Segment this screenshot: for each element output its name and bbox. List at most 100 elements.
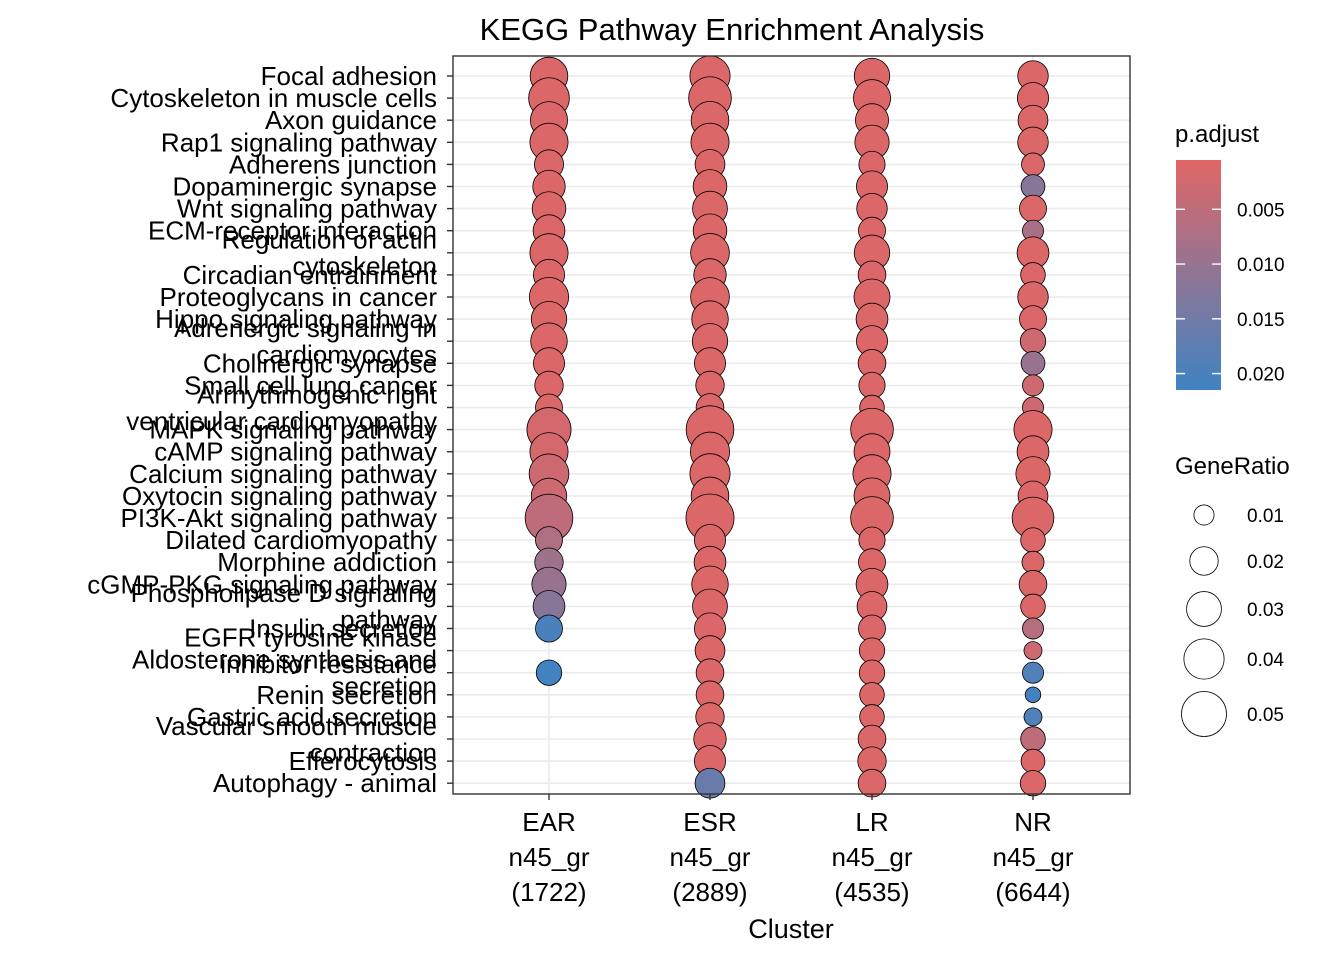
- data-point: [857, 768, 887, 798]
- y-tick-label: Focal adhesion: [261, 61, 437, 91]
- x-tick-label: ESR n45_gr (2889): [670, 807, 751, 907]
- size-legend-circle: [1193, 504, 1215, 526]
- y-tick-label-line: secretion: [332, 671, 438, 701]
- size-legend-label: 0.03: [1247, 600, 1284, 621]
- data-point: [1019, 194, 1047, 223]
- y-tick-label: Adrenergic signaling in cardiomyocytes: [174, 313, 437, 370]
- data-point: [858, 637, 886, 664]
- x-tick-label-line: n45_gr: [670, 842, 751, 872]
- y-tick-label-line: Regulation of actin: [222, 225, 437, 255]
- x-axis-title: Cluster: [748, 914, 834, 944]
- chart-title: KEGG Pathway Enrichment Analysis: [480, 12, 985, 47]
- y-tick-label-line: Proteoglycans in cancer: [160, 282, 438, 312]
- x-tick-label-line: NR: [1014, 807, 1052, 837]
- y-tick-label: Insulin secretion: [249, 614, 437, 644]
- y-tick-label-line: Morphine addiction: [217, 547, 437, 577]
- y-tick-label-line: Dopaminergic synapse: [173, 172, 437, 202]
- x-tick-label-line: n45_gr: [832, 842, 913, 872]
- y-tick-label-line: Axon guidance: [265, 105, 437, 135]
- y-tick-label-line: cGMP-PKG signaling pathway: [87, 569, 437, 599]
- colorbar-tick-label: 0.010: [1237, 255, 1285, 276]
- y-tick-label: Proteoglycans in cancer: [160, 282, 438, 312]
- y-tick-label-line: Insulin secretion: [249, 614, 437, 644]
- y-tick-label-line: cAMP signaling pathway: [154, 437, 437, 467]
- y-tick-label: Oxytocin signaling pathway: [122, 481, 437, 511]
- y-tick-label: Phospholipase D signaling pathway: [131, 578, 437, 635]
- x-tick-label: NR n45_gr (6644): [993, 807, 1074, 907]
- x-axis: EAR n45_gr (1722) ESR n45_gr (2889) LR n45_gr (4…: [509, 794, 1074, 907]
- x-tick-label-line: (2889): [672, 877, 747, 907]
- y-tick-label: cGMP-PKG signaling pathway: [87, 569, 437, 599]
- y-tick-label-line: Renin secretion: [256, 680, 437, 710]
- data-point: [1024, 686, 1042, 703]
- y-tick-label: Efferocytosis: [289, 746, 437, 776]
- y-tick-label-line: Cholinergic synapse: [203, 348, 437, 378]
- y-tick-label-line: cytoskeleton: [292, 251, 437, 281]
- y-tick-label: Vascular smooth muscle contraction: [156, 711, 437, 768]
- y-tick-label-line: Gastric acid secretion: [187, 702, 437, 732]
- data-points: [524, 55, 1055, 799]
- data-point: [535, 659, 563, 686]
- y-tick-label-line: inhibitor resistance: [220, 649, 437, 679]
- colorbar-tick-label: 0.015: [1237, 310, 1285, 331]
- y-tick-label: Dopaminergic synapse: [173, 172, 437, 202]
- y-tick-label-line: Calcium signaling pathway: [129, 459, 437, 489]
- colorbar-tick-label: 0.020: [1237, 365, 1285, 386]
- y-tick-label-line: PI3K-Akt signaling pathway: [120, 503, 437, 533]
- y-tick-label-line: EGFR tyrosine kinase: [184, 622, 437, 652]
- x-tick-label: LR n45_gr (4535): [832, 807, 913, 907]
- y-tick-label-line: Vascular smooth muscle: [156, 711, 437, 741]
- data-point: [1020, 726, 1046, 752]
- y-tick-label: Renin secretion: [256, 680, 437, 710]
- x-tick-label-line: (4535): [834, 877, 909, 907]
- data-point: [1021, 152, 1045, 177]
- y-tick-label: Autophagy - animal: [213, 768, 437, 798]
- y-tick-label-line: Rap1 signaling pathway: [161, 127, 437, 157]
- data-point: [1022, 374, 1044, 397]
- y-tick-label-line: Adherens junction: [229, 149, 437, 179]
- y-tick-label-line: MAPK signaling pathway: [149, 415, 437, 445]
- data-point: [535, 614, 563, 643]
- y-tick-label: EGFR tyrosine kinase inhibitor resistance: [184, 622, 437, 679]
- x-tick-label-line: ESR: [683, 807, 736, 837]
- y-tick-label: Axon guidance: [265, 105, 437, 135]
- data-point: [858, 659, 886, 686]
- x-tick-label-line: (6644): [995, 877, 1070, 907]
- data-point: [1019, 770, 1047, 797]
- data-point: [858, 371, 886, 399]
- y-tick-label: Gastric acid secretion: [187, 702, 437, 732]
- y-tick-label-line: Aldosterone synthesis and: [132, 644, 437, 674]
- y-tick-label-line: ECM-receptor interaction: [148, 216, 437, 246]
- y-tick-label-line: Wnt signaling pathway: [177, 194, 437, 224]
- y-tick-label: Calcium signaling pathway: [129, 459, 437, 489]
- size-legend-circle: [1181, 691, 1227, 737]
- y-tick-label: Hippo signaling pathway: [155, 304, 437, 334]
- y-tick-label-line: Cytoskeleton in muscle cells: [110, 83, 437, 113]
- size-legend-label: 0.02: [1247, 552, 1284, 573]
- data-point: [1020, 527, 1046, 553]
- gene-ratio-legend-title: GeneRatio: [1175, 453, 1290, 480]
- y-tick-label-line: Oxytocin signaling pathway: [122, 481, 437, 511]
- x-tick-label-line: n45_gr: [993, 842, 1074, 872]
- y-tick-label-line: ventricular cardiomyopathy: [126, 406, 437, 436]
- y-tick-label: Arrhythmogenic right ventricular cardiomy…: [126, 379, 437, 436]
- y-tick-label: Circadian entrainment: [183, 260, 438, 290]
- y-tick-label: Aldosterone synthesis and secretion: [132, 644, 437, 701]
- data-point: [859, 682, 885, 708]
- data-point: [1020, 748, 1046, 774]
- y-tick-label-line: contraction: [310, 737, 437, 767]
- y-tick-label-line: Hippo signaling pathway: [155, 304, 437, 334]
- x-tick-label: EAR n45_gr (1722): [509, 807, 590, 907]
- y-tick-label: Regulation of actin cytoskeleton: [222, 225, 437, 281]
- x-tick-label-line: EAR: [522, 807, 575, 837]
- data-point: [1021, 550, 1045, 574]
- p-adjust-legend: p.adjust 0.005 0.010 0.015 0.020: [1175, 121, 1285, 390]
- size-legend-label: 0.01: [1247, 506, 1284, 527]
- size-legend-circle: [1189, 546, 1219, 576]
- y-tick-label: PI3K-Akt signaling pathway: [120, 503, 437, 533]
- y-tick-label-line: cardiomyocytes: [256, 339, 437, 369]
- y-tick-label-line: Dilated cardiomyopathy: [165, 525, 437, 555]
- y-tick-label: Adherens junction: [229, 149, 437, 179]
